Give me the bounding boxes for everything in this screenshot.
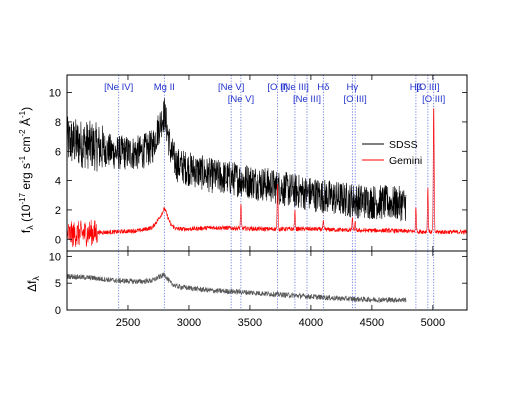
line-label: [Ne III] [281, 82, 309, 93]
bottom-x-tick-label: 5000 [421, 317, 445, 329]
top-y-tick-label: 8 [55, 117, 61, 129]
legend-sdss-label: SDSS [389, 139, 418, 151]
top-vlines [118, 75, 435, 251]
line-label: Hδ [317, 82, 329, 93]
line-label: Hγ [347, 82, 359, 93]
line-label: [Ne V] [228, 94, 254, 105]
line-label: [O III] [422, 94, 445, 105]
bottom-y-axis-title: Δfλ [25, 276, 41, 292]
line-label: Mg II [154, 82, 175, 93]
top-line-labels: [Ne IV] Mg II [Ne V][Ne V][O II][Ne III][N… [104, 82, 445, 105]
top-y-axis-title: fλ (10-17 erg s-1 cm-2 Å-1) [18, 107, 35, 233]
line-label: [Ne IV] [104, 82, 133, 93]
line-label: Hβ [410, 82, 423, 93]
bottom-x-tick-label: 4000 [299, 317, 323, 329]
bottom-series [67, 272, 407, 304]
bottom-x-tick-label: 4500 [360, 317, 384, 329]
top-y-tick-label: 4 [55, 176, 61, 188]
svg-text:Δfλ: Δfλ [25, 276, 41, 292]
line-label: [Ne V] [218, 82, 244, 93]
bottom-ticks: 2500 3000 3500 4000 4500 5000 0 5 10 [49, 251, 467, 329]
bottom-x-tick-label: 3000 [177, 317, 201, 329]
top-y-tick-label: 2 [55, 205, 61, 217]
series-gemini-line [67, 108, 467, 248]
top-y-tick-label: 10 [49, 88, 61, 100]
top-series [67, 98, 467, 248]
line-label: [Ne III] [293, 94, 321, 105]
top-ticks: 0 2 4 6 8 10 [49, 75, 467, 251]
series-sdss-line [67, 98, 407, 222]
line-label: [O II] [267, 82, 288, 93]
bottom-x-tick-label: 3500 [238, 317, 262, 329]
bottom-y-tick-label: 5 [55, 278, 61, 290]
legend: SDSS Gemini [362, 139, 422, 167]
line-label: [O III] [416, 82, 439, 93]
legend-gemini-label: Gemini [389, 155, 422, 167]
series-difference-line [67, 272, 407, 304]
line-label: [O III] [344, 94, 367, 105]
bottom-x-tick-label: 2500 [116, 317, 140, 329]
top-y-tick-label: 6 [55, 146, 61, 158]
bottom-y-tick-label: 10 [49, 251, 61, 263]
svg-text:fλ (10-17 erg s-1 cm-2 Å-1): fλ (10-17 erg s-1 cm-2 Å-1) [18, 107, 35, 233]
top-y-tick-label: 0 [55, 234, 61, 246]
bottom-y-tick-label: 0 [55, 305, 61, 317]
bottom-plot-frame [66, 250, 468, 311]
